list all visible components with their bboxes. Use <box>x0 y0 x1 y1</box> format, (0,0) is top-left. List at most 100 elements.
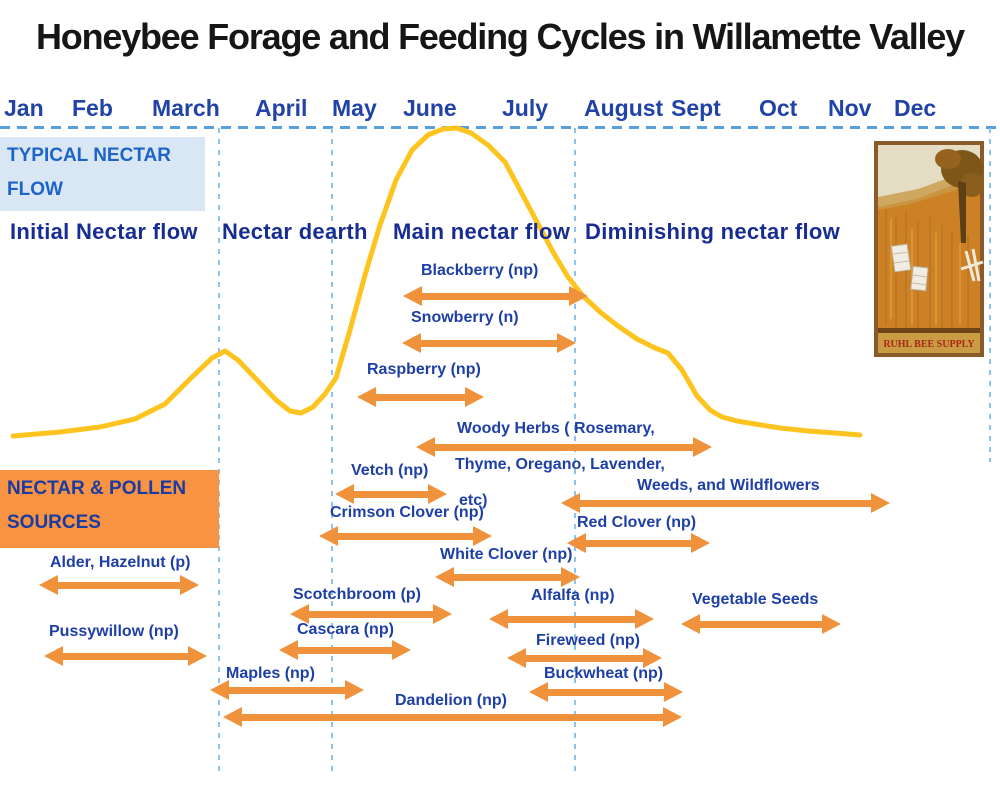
forage-arrow-snowberry <box>402 332 576 354</box>
arrowhead-icon <box>489 609 508 629</box>
bee-supply-illustration: RUHL BEE SUPPLY <box>872 139 986 359</box>
forage-arrow-scotchbroom <box>290 603 452 625</box>
arrowhead-icon <box>357 387 376 407</box>
forage-arrow-dandelion <box>223 706 682 728</box>
forage-arrow-fireweed <box>507 647 662 669</box>
month-label-august: August <box>584 95 664 121</box>
arrowhead-icon <box>822 614 841 634</box>
forage-label-maples: Maples (np) <box>226 665 315 682</box>
month-label-june: June <box>403 95 457 121</box>
forage-arrow-alder-hazelnut <box>39 574 199 596</box>
forage-arrow-vegetable-seeds <box>681 613 841 635</box>
forage-label-crimson-clover: Crimson Clover (np) <box>330 504 484 521</box>
typical-nectar-flow-box: TYPICAL NECTAR FLOW <box>0 137 205 211</box>
month-label-march: March <box>152 95 220 121</box>
arrow-shaft <box>297 646 393 654</box>
arrow-shaft <box>507 615 636 623</box>
forage-arrow-pussywillow <box>44 645 207 667</box>
month-label-july: July <box>502 95 549 121</box>
month-label-oct: Oct <box>759 95 798 121</box>
arrowhead-icon <box>188 646 207 666</box>
forage-label-cascara: Cascara (np) <box>297 621 394 638</box>
forage-label-red-clover: Red Clover (np) <box>577 514 697 531</box>
forage-arrow-blackberry <box>403 285 588 307</box>
arrow-shaft <box>337 532 474 540</box>
nectar-pollen-sources-label-line2: SOURCES <box>7 512 101 533</box>
arrow-shaft <box>241 713 664 721</box>
typical-nectar-flow-label-line2: FLOW <box>7 179 63 200</box>
arrow-shaft <box>57 581 181 589</box>
arrowhead-icon <box>428 484 447 504</box>
forage-arrow-cascara <box>279 639 411 661</box>
forage-arrow-alfalfa <box>489 608 654 630</box>
arrowhead-icon <box>871 493 890 513</box>
forage-label-raspberry: Raspberry (np) <box>367 361 481 378</box>
phase-label-2: Nectar dearth <box>222 219 368 244</box>
forage-arrow-buckwheat <box>529 681 683 703</box>
forage-label-woody-herbs-2: Thyme, Oregano, Lavender, <box>455 456 665 473</box>
arrowhead-icon <box>569 286 588 306</box>
month-label-jan: Jan <box>4 95 44 121</box>
arrowhead-icon <box>335 484 354 504</box>
arrow-shaft <box>228 686 346 694</box>
month-label-nov: Nov <box>828 95 872 121</box>
arrowhead-icon <box>39 575 58 595</box>
arrowhead-icon <box>435 567 454 587</box>
arrowhead-icon <box>693 437 712 457</box>
forage-label-alfalfa: Alfalfa (np) <box>531 587 615 604</box>
arrowhead-icon <box>279 640 298 660</box>
forage-arrow-white-clover <box>435 566 580 588</box>
phase-label-4: Diminishing nectar flow <box>585 219 841 244</box>
arrowhead-icon <box>290 604 309 624</box>
bee-image-caption: RUHL BEE SUPPLY <box>883 339 975 350</box>
forage-arrow-raspberry <box>357 386 484 408</box>
arrowhead-icon <box>681 614 700 634</box>
arrow-shaft <box>525 654 644 662</box>
month-label-sept: Sept <box>671 95 721 121</box>
arrow-shaft <box>420 339 558 347</box>
forage-label-alder-hazelnut: Alder, Hazelnut (p) <box>50 554 191 571</box>
month-label-feb: Feb <box>72 95 113 121</box>
arrowhead-icon <box>210 680 229 700</box>
arrow-shaft <box>421 292 570 300</box>
arrowhead-icon <box>557 333 576 353</box>
arrowhead-icon <box>691 533 710 553</box>
forage-label-vegetable-seeds: Vegetable Seeds <box>692 591 819 608</box>
forage-label-white-clover: White Clover (np) <box>440 546 573 563</box>
forage-label-buckwheat: Buckwheat (np) <box>544 665 664 682</box>
forage-label-scotchbroom: Scotchbroom (p) <box>293 586 421 603</box>
arrowhead-icon <box>392 640 411 660</box>
arrowhead-icon <box>561 493 580 513</box>
arrow-shaft <box>579 499 872 507</box>
forage-label-weeds-wildflowers: Weeds, and Wildflowers <box>637 477 820 494</box>
arrow-shaft <box>434 443 694 451</box>
arrowhead-icon <box>345 680 364 700</box>
nectar-pollen-sources-label-line1: NECTAR & POLLEN <box>7 478 187 499</box>
month-label-dec: Dec <box>894 95 937 121</box>
arrow-shaft <box>453 573 562 581</box>
forage-label-vetch: Vetch (np) <box>351 462 429 479</box>
arrowhead-icon <box>403 286 422 306</box>
arrowhead-icon <box>643 648 662 668</box>
nectar-pollen-sources-box: NECTAR & POLLEN SOURCES <box>0 470 219 548</box>
forage-label-dandelion: Dandelion (np) <box>395 692 507 709</box>
forage-label-woody-herbs-3: etc) <box>459 492 488 509</box>
arrowhead-icon <box>529 682 548 702</box>
forage-arrow-vetch <box>335 483 447 505</box>
arrowhead-icon <box>635 609 654 629</box>
month-label-april: April <box>255 95 308 121</box>
arrowhead-icon <box>473 526 492 546</box>
forage-label-fireweed: Fireweed (np) <box>536 632 641 649</box>
forage-label-woody-herbs: Woody Herbs ( Rosemary, <box>457 420 655 437</box>
forage-arrow-maples <box>210 679 364 701</box>
arrowhead-icon <box>402 333 421 353</box>
arrowhead-icon <box>507 648 526 668</box>
phase-label-1: Initial Nectar flow <box>10 219 198 244</box>
arrow-shaft <box>308 610 434 618</box>
arrow-shaft <box>547 688 665 696</box>
arrowhead-icon <box>416 437 435 457</box>
arrowhead-icon <box>465 387 484 407</box>
forage-arrow-woody-herbs <box>416 436 712 458</box>
typical-nectar-flow-label-line1: TYPICAL NECTAR <box>7 145 171 166</box>
